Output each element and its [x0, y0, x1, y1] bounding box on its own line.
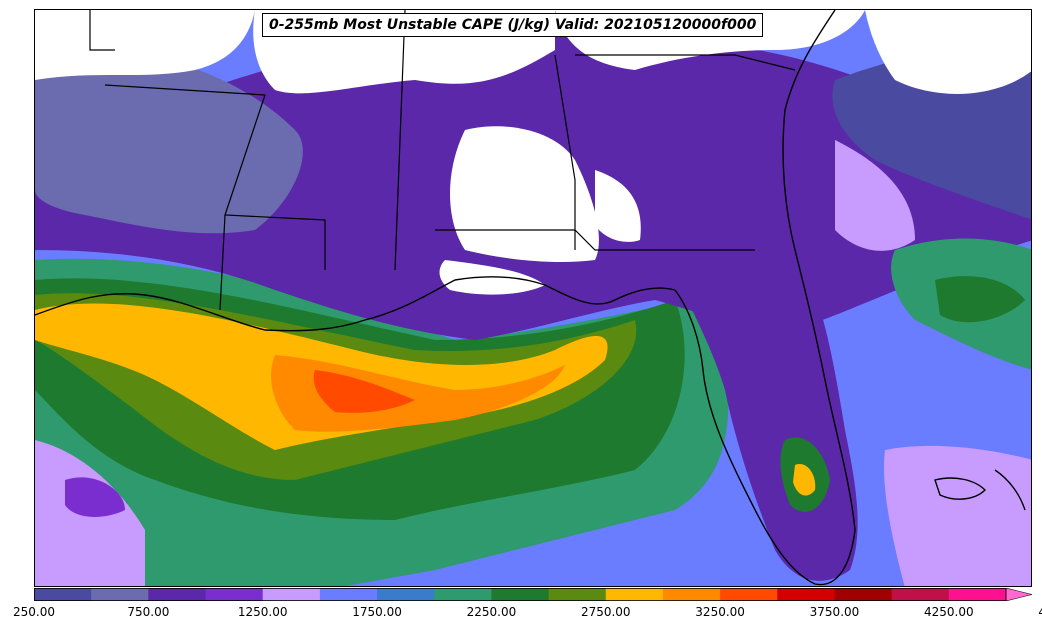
colorbar-tick-label: 2750.00 [580, 605, 631, 619]
masked-region-alabama [450, 126, 599, 262]
colorbar-tick-label: 1250.00 [237, 605, 288, 619]
colorbar-segment [377, 588, 435, 601]
state-borders [89, 10, 796, 311]
cape-band-olive-east [935, 276, 1025, 323]
cape-band-slate-north [35, 48, 303, 234]
colorbar-tick-label: 750.00 [127, 605, 170, 619]
colorbar-segment [319, 588, 378, 601]
bahamas-outline [934, 469, 1026, 511]
border-ms-al [394, 10, 406, 271]
border-tx-la [219, 214, 226, 311]
cape-band-lavender-se [884, 445, 1031, 586]
border-ga-sc [575, 54, 796, 71]
gulf-coastline [35, 276, 676, 332]
colorbar-segment [662, 588, 721, 601]
border-al-fl [435, 229, 755, 251]
border-ar-la [104, 84, 326, 270]
cape-florida-core [793, 464, 816, 496]
colorbar-segment [720, 588, 778, 601]
colorbar-segment [605, 588, 664, 601]
coastlines [35, 10, 1026, 586]
colorbar-segment [777, 588, 835, 601]
colorbar-segment [91, 588, 149, 601]
cape-map [35, 10, 1031, 586]
cape-band-lavender-east [835, 140, 915, 251]
colorbar [34, 588, 1033, 601]
colorbar-tick-label: 250.00 [13, 605, 55, 619]
masked-region-georgia [595, 170, 641, 242]
colorbar-tick-label: 4750.00 [1038, 605, 1042, 619]
colorbar-segment [434, 588, 492, 601]
colorbar-tick-label: 1750.00 [352, 605, 402, 619]
colorbar-segment [34, 588, 92, 601]
colorbar-segment [205, 588, 264, 601]
masked-region-ne [865, 10, 1031, 94]
colorbar-extend-arrow [1005, 588, 1033, 601]
colorbar-outline [34, 588, 1007, 601]
florida-coastline [674, 10, 856, 586]
colorbar-segment [948, 588, 1007, 601]
map-area [34, 9, 1032, 587]
colorbar-segment [262, 588, 321, 601]
border-al-ga [554, 54, 576, 250]
cape-band-red-orange [313, 370, 415, 413]
colorbar-segment [491, 588, 550, 601]
colorbar-tick-label: 4250.00 [924, 605, 974, 619]
colorbar-tick-label: 2250.00 [466, 605, 517, 619]
colorbar-segment [891, 588, 950, 601]
cape-band-purple-west [65, 477, 125, 517]
colorbar-segment [148, 588, 207, 601]
colorbar-tick-label: 3750.00 [809, 605, 860, 619]
map-title: 0-255mb Most Unstable CAPE (J/kg) Valid:… [262, 13, 764, 37]
colorbar-segment [548, 588, 607, 601]
colorbar-segment [834, 588, 893, 601]
border-ok-tx [89, 10, 115, 51]
colorbar-tick-label: 3250.00 [695, 605, 745, 619]
